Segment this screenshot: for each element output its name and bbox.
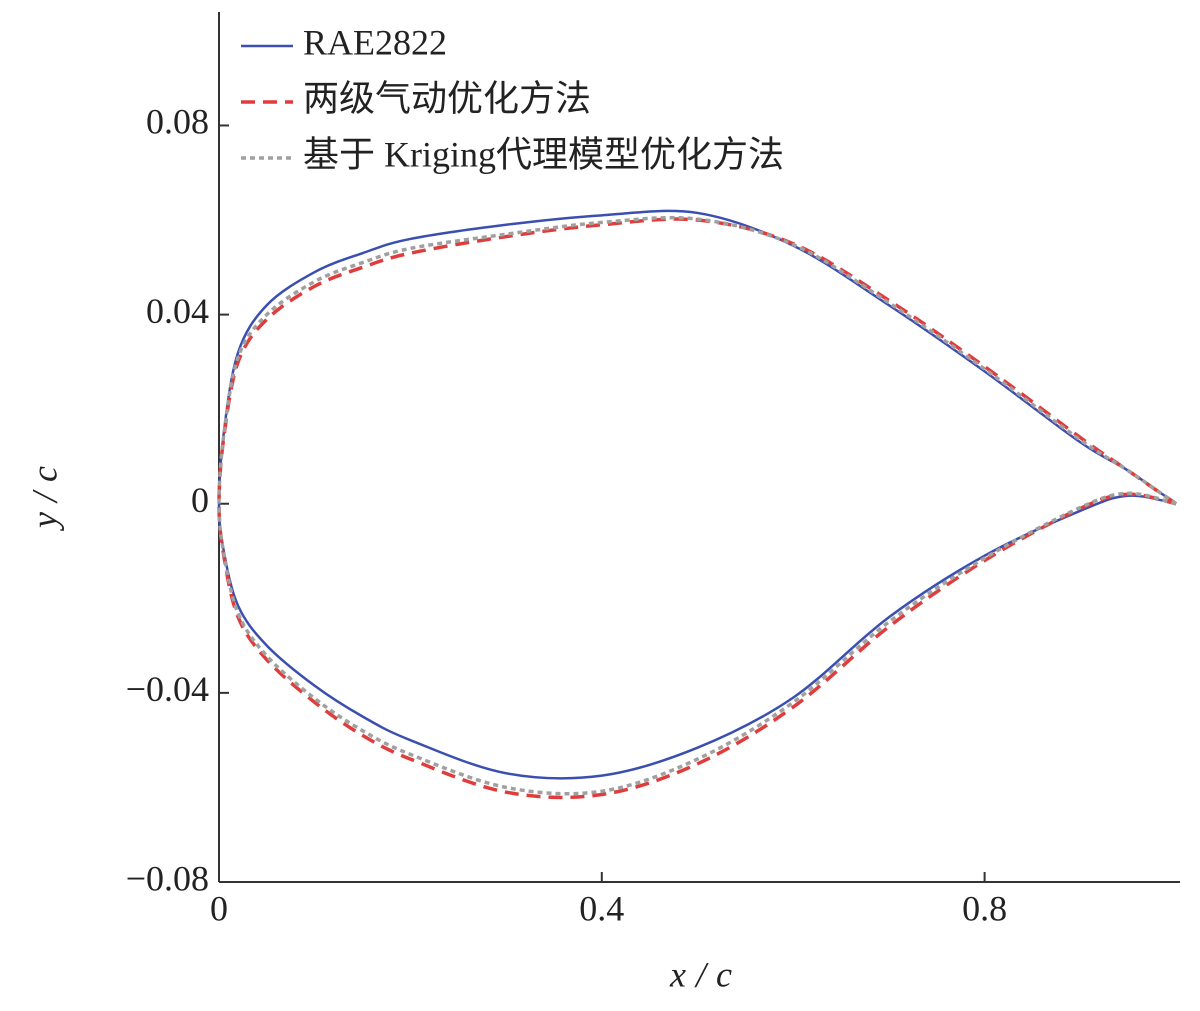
y-tick-label: 0.08	[146, 102, 209, 142]
legend-label: 两级气动优化方法	[303, 78, 591, 118]
legend-label: RAE2822	[303, 22, 447, 62]
legend-label: 基于 Kriging代理模型优化方法	[303, 134, 784, 174]
y-tick-label: 0.04	[146, 291, 209, 331]
series-line	[217, 217, 1177, 800]
series-line	[217, 209, 1177, 780]
x-tick-label: 0.4	[579, 888, 624, 928]
x-tick-label: 0.8	[962, 888, 1007, 928]
y-tick-label: 0	[191, 480, 209, 520]
x-tick-label: 0	[210, 888, 228, 928]
y-tick-label: −0.08	[126, 858, 209, 898]
x-axis-label: x/c	[669, 954, 742, 994]
y-tick-label: −0.04	[126, 669, 209, 709]
y-axis-label: y/c	[24, 456, 64, 531]
series-line	[217, 215, 1177, 796]
